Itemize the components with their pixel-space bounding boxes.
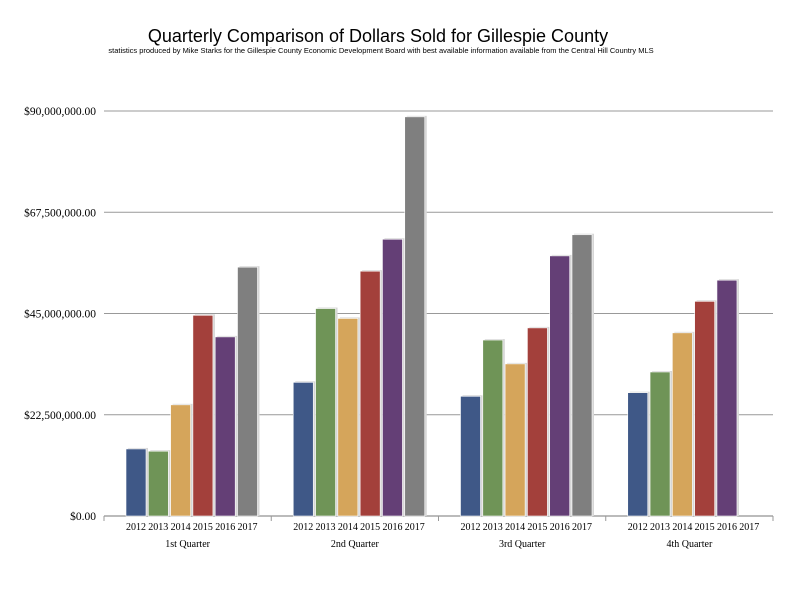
- bar: [148, 450, 169, 517]
- bar: [672, 332, 693, 517]
- bar: [627, 392, 649, 517]
- bar: [527, 327, 548, 517]
- x-tick-label: 2012: [461, 522, 481, 533]
- y-tick-label: $45,000,000.00: [24, 308, 96, 321]
- bar: [315, 308, 336, 517]
- bar: [716, 279, 738, 517]
- x-tick-label: 2012: [628, 522, 648, 533]
- category-label: 4th Quarter: [666, 539, 712, 550]
- x-tick-label: 2012: [293, 522, 313, 533]
- x-tick-label: 2017: [405, 522, 425, 533]
- x-tick-label: 2017: [572, 522, 592, 533]
- category-label: 1st Quarter: [165, 539, 210, 550]
- bar: [192, 314, 214, 517]
- x-tick-label: 2016: [382, 522, 402, 533]
- category-label: 3rd Quarter: [499, 539, 546, 550]
- x-tick-label: 2015: [193, 522, 213, 533]
- x-tick-label: 2013: [316, 522, 336, 533]
- x-tick-label: 2016: [215, 522, 235, 533]
- x-tick-label: 2014: [672, 522, 692, 533]
- x-tick-label: 2016: [550, 522, 570, 533]
- bars: [125, 115, 739, 517]
- x-tick-label: 2014: [338, 522, 358, 533]
- bar: [292, 382, 314, 517]
- x-tick-label: 2015: [695, 522, 715, 533]
- bar: [125, 448, 147, 517]
- x-tick-label: 2017: [739, 522, 759, 533]
- x-tick-label: 2014: [505, 522, 525, 533]
- bar: [359, 270, 381, 517]
- bar: [504, 363, 526, 517]
- bar: [170, 404, 191, 517]
- x-tick-label: 2013: [148, 522, 168, 533]
- x-tick-label: 2013: [483, 522, 503, 533]
- bar: [337, 318, 359, 517]
- y-tick-label: $0.00: [70, 510, 96, 523]
- bar: [549, 255, 571, 517]
- y-tick-label: $22,500,000.00: [24, 409, 96, 422]
- x-tick-label: 2017: [238, 522, 258, 533]
- bar: [460, 395, 481, 517]
- bar: [214, 336, 236, 517]
- x-tick-label: 2015: [360, 522, 380, 533]
- x-tick-label: 2014: [171, 522, 191, 533]
- x-tick-label: 2013: [650, 522, 670, 533]
- bar: [404, 116, 426, 517]
- x-tick-label: 2012: [126, 522, 146, 533]
- x-tick-label: 2016: [717, 522, 737, 533]
- bar: [237, 266, 258, 517]
- bar: [694, 301, 715, 517]
- category-label: 2nd Quarter: [331, 539, 380, 550]
- x-tick-label: 2015: [527, 522, 547, 533]
- y-axis: $0.00 $22,500,000.00 $45,000,000.00 $67,500…: [24, 105, 96, 523]
- chart-title: Quarterly Comparison of Dollars Sold for…: [148, 26, 608, 46]
- bar: [482, 339, 504, 517]
- chart-subtitle: statistics produced by Mike Starks for t…: [108, 46, 653, 55]
- y-tick-label: $67,500,000.00: [24, 206, 96, 219]
- bar: [382, 238, 403, 517]
- bar: [571, 234, 593, 517]
- bar: [649, 371, 671, 517]
- y-tick-label: $90,000,000.00: [24, 105, 96, 118]
